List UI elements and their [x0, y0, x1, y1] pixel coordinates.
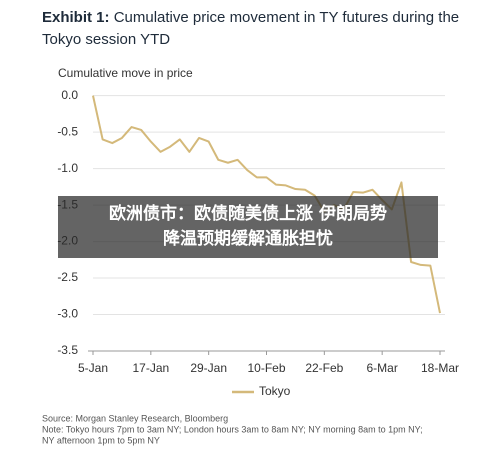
y-tick-label: -2.5	[57, 270, 78, 284]
overlay-line: 欧洲债市：欧债随美债上涨 伊朗局势	[109, 204, 387, 224]
x-tick-label: 29-Jan	[190, 361, 227, 375]
x-tick-label: 17-Jan	[132, 361, 169, 375]
x-tick-label: 18-Mar	[421, 361, 459, 375]
note: NY afternoon 1pm to 5pm NY	[42, 435, 160, 445]
source: Source: Morgan Stanley Research, Bloombe…	[42, 413, 228, 423]
note: Note: Tokyo hours 7pm to 3am NY; London …	[42, 424, 423, 434]
title: Exhibit 1: Cumulative price movement in …	[42, 7, 467, 51]
chart-title: Cumulative price movement in TY futures …	[42, 9, 460, 48]
x-tick-label: 22-Feb	[305, 361, 343, 375]
y-tick-label: -3.5	[57, 343, 78, 357]
y-tick-label: -0.5	[57, 124, 78, 138]
exhibit: Exhibit 1:	[42, 9, 110, 26]
x-tick-label: 6-Mar	[366, 361, 397, 375]
overlay-line: 降温预期缓解通胀担忧	[163, 229, 333, 249]
x-tick-label: 10-Feb	[247, 361, 285, 375]
y-tick-label: -3.0	[57, 307, 78, 321]
y-axis-label: Cumulative move in price	[58, 66, 193, 80]
y-tick-label: -1.0	[57, 161, 78, 175]
x-tick-label: 5-Jan	[78, 361, 108, 375]
legend-label: Tokyo	[259, 384, 291, 398]
y-tick-label: 0.0	[61, 88, 78, 102]
overlay-banner: 欧洲债市：欧债随美债上涨 伊朗局势 降温预期缓解通胀担忧	[58, 196, 438, 258]
